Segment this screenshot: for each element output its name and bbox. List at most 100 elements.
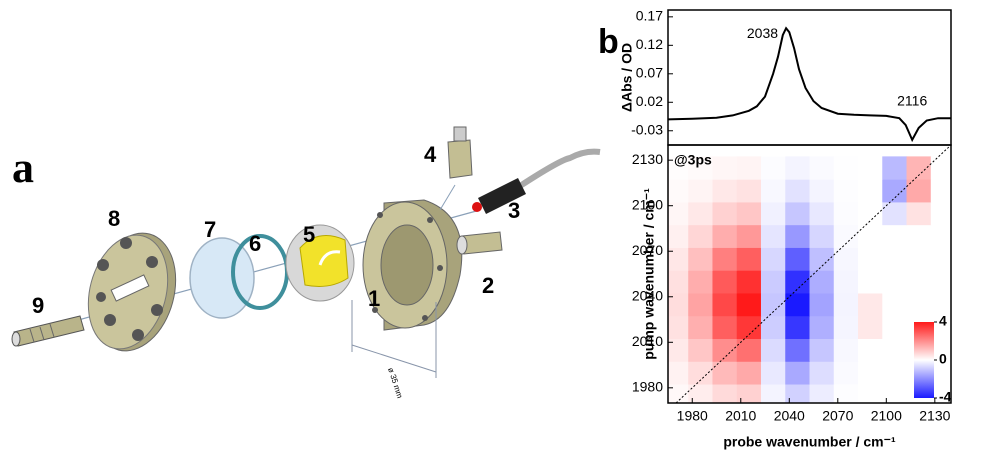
heatmap-cell [737, 293, 762, 316]
heatmap-cell [810, 247, 835, 270]
heatmap-cell [761, 270, 786, 293]
heatmap-cell [810, 156, 835, 179]
y-tick-label: 0.17 [636, 8, 663, 24]
heatmap-cell [810, 361, 835, 384]
rod [12, 316, 84, 346]
back-plate [76, 224, 188, 361]
plot-frame [668, 10, 951, 145]
part-label: 5 [303, 222, 315, 247]
heatmap-cell [712, 293, 737, 316]
y-axis-label: pump wavenumber / cm⁻¹ [641, 188, 657, 360]
heatmap-cell [737, 156, 762, 179]
heatmap-cell [882, 270, 907, 293]
heatmap-cell [688, 202, 713, 225]
colorbar-label: 0 [939, 351, 947, 367]
part-label: 4 [424, 142, 437, 167]
y-tick-label: 0.02 [636, 93, 663, 109]
heatmap-cell [834, 179, 859, 202]
spectrum-line [668, 28, 951, 140]
heatmap-cell [737, 384, 762, 407]
part-label: 8 [108, 206, 120, 231]
peak-label: 2116 [897, 93, 927, 109]
heatmap-cell [761, 202, 786, 225]
x-axis-label: probe wavenumber / cm⁻¹ [723, 434, 896, 450]
heatmap-cell [712, 316, 737, 339]
heatmap-cell [761, 361, 786, 384]
heatmap-cell [931, 225, 956, 248]
heatmap-cell [810, 384, 835, 407]
heatmap-cell [785, 179, 810, 202]
heatmap-cell [737, 179, 762, 202]
heatmap-cell [688, 361, 713, 384]
heatmap-cell [785, 202, 810, 225]
heatmap-cell [858, 202, 883, 225]
heatmap-cell [882, 156, 907, 179]
heatmap-cell [858, 316, 883, 339]
x-tick-label: 2040 [774, 408, 805, 424]
heatmap-cell [858, 384, 883, 407]
heatmap-cell [785, 384, 810, 407]
heatmap-cell [688, 179, 713, 202]
heatmap-cell [712, 384, 737, 407]
heatmap-cell [737, 316, 762, 339]
heatmap-cell [907, 270, 932, 293]
heatmap-cell [931, 270, 956, 293]
heatmap-cell [688, 270, 713, 293]
heatmap-cell [761, 156, 786, 179]
heatmap-cell [810, 316, 835, 339]
heatmap-cell [785, 339, 810, 362]
heatmap-cell [737, 361, 762, 384]
heatmap-cell [712, 156, 737, 179]
window [190, 238, 254, 318]
heatmap-cell [882, 361, 907, 384]
heatmap-cell [688, 339, 713, 362]
dimension-label: ø 35 mm [386, 366, 404, 399]
heatmap-cell [907, 293, 932, 316]
part-label: 3 [508, 198, 520, 223]
part-label: 2 [482, 273, 494, 298]
heatmap-cell [810, 293, 835, 316]
heatmap-cell [907, 247, 932, 270]
y-tick-label: 0.07 [636, 65, 663, 81]
heatmap-cell [834, 293, 859, 316]
x-tick-label: 2100 [871, 408, 902, 424]
heatmap-cell [882, 179, 907, 202]
heatmap-cell [712, 339, 737, 362]
heatmap-cell [761, 225, 786, 248]
part-label: 9 [32, 293, 44, 318]
heatmap-cell [882, 316, 907, 339]
heatmap-cell [834, 270, 859, 293]
heatmap-cell [810, 225, 835, 248]
heatmap-cell [737, 202, 762, 225]
x-tick-label: 2010 [725, 408, 756, 424]
heatmap-cell [688, 316, 713, 339]
heatmap-cell [737, 225, 762, 248]
heatmap-cell [712, 270, 737, 293]
heatmap-cell [761, 179, 786, 202]
heatmap-cell [931, 156, 956, 179]
heatmap-cell [688, 293, 713, 316]
heatmap-cell [834, 361, 859, 384]
heatmap-cell [882, 225, 907, 248]
heatmap-cell [858, 225, 883, 248]
part-label: 1 [368, 286, 380, 311]
y-tick-label: -0.03 [631, 121, 663, 137]
heatmap-cell [882, 247, 907, 270]
y-tick-label: 1980 [632, 379, 663, 395]
heatmap-cell [761, 384, 786, 407]
heatmap-cell [712, 179, 737, 202]
heatmap-cell [810, 339, 835, 362]
heatmap-cell [834, 156, 859, 179]
heatmap-cell [688, 384, 713, 407]
heatmap-cell [737, 270, 762, 293]
panel-label: b [598, 23, 619, 61]
y-tick-label: 0.12 [636, 36, 663, 52]
y-axis-label: ΔAbs / OD [619, 43, 635, 112]
connector-top [440, 127, 472, 210]
heatmap-cell [761, 339, 786, 362]
x-tick-label: 2070 [822, 408, 853, 424]
heatmap-cells [664, 156, 956, 407]
heatmap-cell [858, 270, 883, 293]
heatmap-cell [858, 361, 883, 384]
heatmap-cell [882, 384, 907, 407]
